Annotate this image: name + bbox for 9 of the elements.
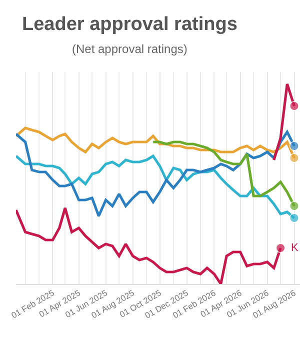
point [289, 141, 300, 151]
point [289, 153, 300, 163]
point [289, 101, 300, 111]
chart-subtitle: (Net approval ratings) [72, 42, 188, 56]
point [289, 201, 300, 211]
point [276, 243, 286, 253]
annotation: K [291, 242, 299, 254]
point [289, 213, 300, 223]
chart-title: Leader approval ratings [22, 14, 238, 35]
